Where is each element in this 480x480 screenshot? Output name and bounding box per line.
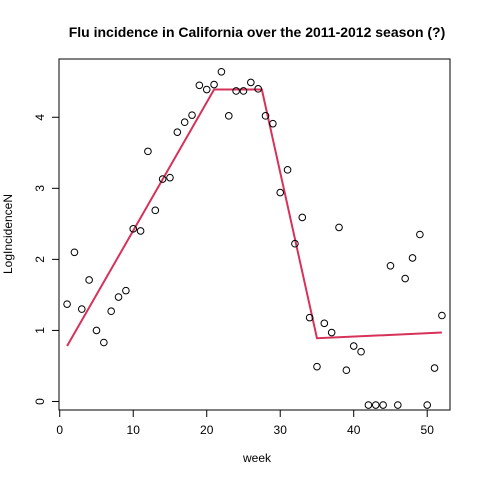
x-tick-label: 0	[56, 423, 63, 437]
fitted-line-layer	[66, 88, 442, 347]
data-point	[188, 111, 196, 119]
x-tick-label: 50	[421, 423, 435, 437]
data-point	[151, 206, 160, 215]
chart-title: Flu incidence in California over the 201…	[69, 24, 446, 40]
data-point	[239, 87, 248, 95]
data-point	[276, 188, 285, 197]
data-point	[423, 401, 432, 409]
data-point	[70, 248, 79, 257]
data-point	[217, 67, 226, 76]
data-point	[386, 261, 395, 270]
fitted-line	[66, 88, 442, 347]
data-point	[335, 223, 343, 232]
data-point	[298, 213, 307, 222]
data-point	[408, 254, 417, 262]
data-point	[430, 364, 439, 372]
data-point	[269, 119, 277, 128]
data-point	[92, 326, 101, 335]
y-tick-label: 0	[33, 398, 47, 405]
data-point	[320, 319, 329, 328]
data-point	[202, 85, 211, 94]
data-point	[247, 78, 255, 87]
data-point	[261, 112, 270, 120]
x-axis: 0 10 20 30 40 50	[56, 409, 435, 437]
data-point	[394, 401, 402, 409]
data-point	[77, 305, 86, 313]
data-point	[158, 175, 167, 183]
data-point	[210, 80, 218, 89]
y-tick-label: 1	[33, 327, 47, 334]
y-tick-label: 2	[33, 256, 47, 263]
data-point	[100, 338, 108, 347]
data-point	[349, 342, 358, 350]
data-point	[291, 239, 299, 248]
data-point	[401, 274, 409, 283]
data-point	[107, 307, 115, 316]
y-tick-label: 4	[33, 114, 47, 121]
x-tick-label: 20	[200, 423, 214, 437]
data-point	[224, 112, 233, 120]
x-axis-label: week	[242, 451, 272, 465]
data-point	[136, 227, 145, 235]
data-point	[114, 293, 123, 301]
data-point	[85, 276, 93, 284]
data-point	[232, 87, 240, 95]
data-point	[122, 286, 130, 295]
y-axis-label: LogIncidenceN	[1, 194, 15, 274]
data-point	[173, 128, 182, 136]
data-point	[63, 300, 71, 308]
data-point	[379, 401, 387, 409]
data-point	[254, 85, 262, 93]
data-point	[129, 225, 138, 233]
y-tick-label: 3	[33, 185, 47, 192]
data-point	[438, 311, 446, 320]
data-point	[305, 313, 314, 322]
data-point	[357, 347, 365, 356]
data-point	[313, 362, 321, 371]
data-point	[327, 328, 336, 337]
plot-frame	[58, 58, 451, 411]
x-tick-label: 30	[274, 423, 288, 437]
data-point	[144, 147, 152, 156]
y-axis: 0 1 2 3 4	[33, 114, 60, 405]
data-point	[166, 173, 174, 182]
data-point	[371, 401, 380, 409]
data-point	[180, 118, 189, 127]
data-points-layer	[63, 67, 446, 409]
x-tick-label: 10	[127, 423, 141, 437]
data-point	[195, 81, 204, 90]
data-point	[283, 166, 292, 174]
data-point	[364, 401, 373, 409]
data-point	[416, 230, 424, 239]
data-point	[342, 366, 351, 375]
x-tick-label: 40	[347, 423, 361, 437]
